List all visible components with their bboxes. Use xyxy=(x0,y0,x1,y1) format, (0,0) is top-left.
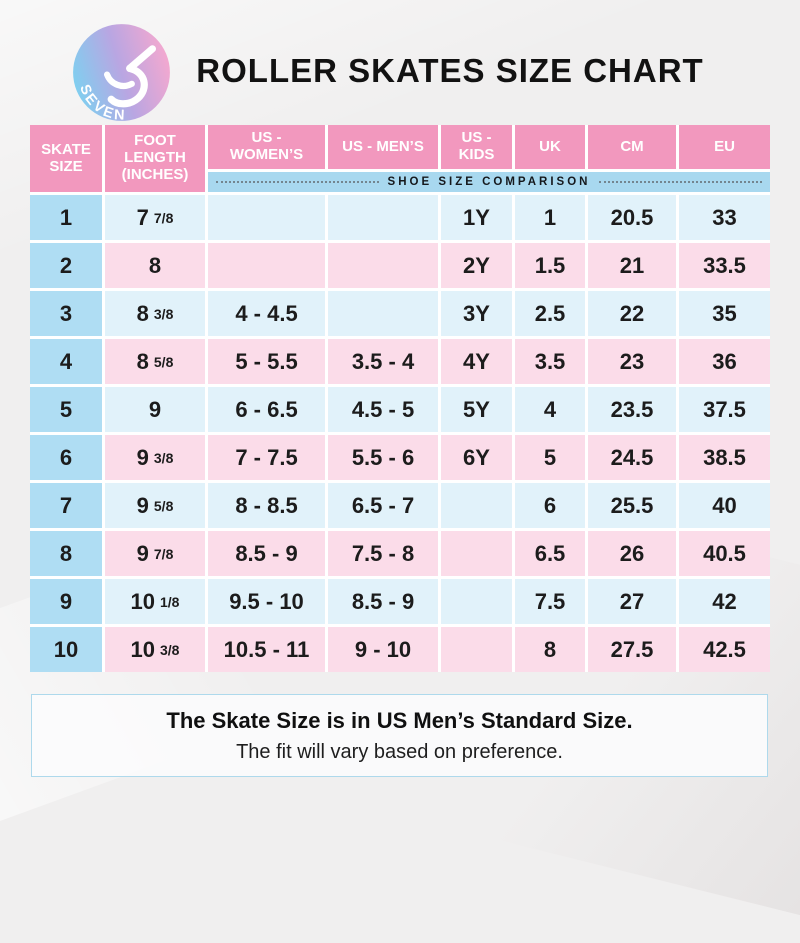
cell-us-womens: 5 - 5.5 xyxy=(208,339,325,384)
cell-skate-size: 3 xyxy=(30,291,102,336)
cell-uk: 6 xyxy=(515,483,585,528)
cell-us-mens: 8.5 - 9 xyxy=(328,579,438,624)
cell-foot-length: 9 3/8 xyxy=(105,435,205,480)
cell-us-womens: 7 - 7.5 xyxy=(208,435,325,480)
cell-us-mens: 6.5 - 7 xyxy=(328,483,438,528)
cell-uk: 4 xyxy=(515,387,585,432)
cell-foot-length: 8 3/8 xyxy=(105,291,205,336)
cell-skate-size: 8 xyxy=(30,531,102,576)
cell-uk: 1.5 xyxy=(515,243,585,288)
cell-cm: 27 xyxy=(588,579,676,624)
cell-skate-size: 6 xyxy=(30,435,102,480)
cell-eu: 40 xyxy=(679,483,770,528)
cell-cm: 24.5 xyxy=(588,435,676,480)
cell-eu: 37.5 xyxy=(679,387,770,432)
cell-us-kids: 3Y xyxy=(441,291,512,336)
cell-cm: 27.5 xyxy=(588,627,676,672)
cell-us-womens: 9.5 - 10 xyxy=(208,579,325,624)
cell-cm: 22 xyxy=(588,291,676,336)
cell-us-mens xyxy=(328,291,438,336)
cell-skate-size: 4 xyxy=(30,339,102,384)
cell-us-mens xyxy=(328,195,438,240)
footer-note-line2: The fit will vary based on preference. xyxy=(236,740,563,763)
cell-us-womens: 4 - 4.5 xyxy=(208,291,325,336)
cell-us-kids: 4Y xyxy=(441,339,512,384)
cell-uk: 7.5 xyxy=(515,579,585,624)
shoe-size-comparison-banner: SHOE SIZE COMPARISON xyxy=(208,172,770,192)
cell-foot-length: 8 xyxy=(105,243,205,288)
cell-foot-length: 10 1/8 xyxy=(105,579,205,624)
cell-foot-length: 9 xyxy=(105,387,205,432)
cell-skate-size: 2 xyxy=(30,243,102,288)
cell-foot-length: 7 7/8 xyxy=(105,195,205,240)
dotted-divider xyxy=(599,181,763,183)
cell-cm: 23.5 xyxy=(588,387,676,432)
col-header-foot-length: FOOT LENGTH (INCHES) xyxy=(105,125,205,192)
cell-uk: 1 xyxy=(515,195,585,240)
cell-us-kids xyxy=(441,531,512,576)
cell-us-kids xyxy=(441,627,512,672)
cell-cm: 20.5 xyxy=(588,195,676,240)
col-header-skate-size: SKATE SIZE xyxy=(30,125,102,192)
cell-eu: 38.5 xyxy=(679,435,770,480)
cell-eu: 36 xyxy=(679,339,770,384)
cell-foot-length: 8 5/8 xyxy=(105,339,205,384)
cell-us-kids: 1Y xyxy=(441,195,512,240)
cell-us-womens xyxy=(208,195,325,240)
cell-us-kids: 6Y xyxy=(441,435,512,480)
cell-skate-size: 7 xyxy=(30,483,102,528)
cell-uk: 5 xyxy=(515,435,585,480)
cell-cm: 25.5 xyxy=(588,483,676,528)
col-header-cm: CM xyxy=(588,125,676,169)
cell-us-mens: 4.5 - 5 xyxy=(328,387,438,432)
cell-skate-size: 10 xyxy=(30,627,102,672)
footer-note-line1: The Skate Size is in US Men’s Standard S… xyxy=(166,707,633,733)
cell-us-kids: 2Y xyxy=(441,243,512,288)
cell-us-womens xyxy=(208,243,325,288)
cell-uk: 3.5 xyxy=(515,339,585,384)
size-chart-table: SKATE SIZE FOOT LENGTH (INCHES) US - WOM… xyxy=(30,125,770,672)
cell-us-kids xyxy=(441,579,512,624)
cell-eu: 35 xyxy=(679,291,770,336)
cell-us-kids: 5Y xyxy=(441,387,512,432)
cell-skate-size: 5 xyxy=(30,387,102,432)
cell-skate-size: 9 xyxy=(30,579,102,624)
cell-us-mens: 7.5 - 8 xyxy=(328,531,438,576)
cell-eu: 40.5 xyxy=(679,531,770,576)
cell-cm: 23 xyxy=(588,339,676,384)
page-title: ROLLER SKATES SIZE CHART xyxy=(196,52,704,89)
col-header-uk: UK xyxy=(515,125,585,169)
cell-us-kids xyxy=(441,483,512,528)
col-header-eu: EU xyxy=(679,125,770,169)
cell-eu: 42.5 xyxy=(679,627,770,672)
cell-us-womens: 10.5 - 11 xyxy=(208,627,325,672)
cell-us-mens: 5.5 - 6 xyxy=(328,435,438,480)
brand-logo: SEVEN xyxy=(70,21,173,124)
cell-us-womens: 6 - 6.5 xyxy=(208,387,325,432)
dotted-divider xyxy=(216,181,379,183)
cell-us-mens: 9 - 10 xyxy=(328,627,438,672)
col-header-us-womens: US - WOMEN’S xyxy=(208,125,325,169)
cell-uk: 2.5 xyxy=(515,291,585,336)
cell-uk: 8 xyxy=(515,627,585,672)
cell-us-womens: 8.5 - 9 xyxy=(208,531,325,576)
cell-us-mens: 3.5 - 4 xyxy=(328,339,438,384)
cell-foot-length: 9 7/8 xyxy=(105,531,205,576)
cell-us-womens: 8 - 8.5 xyxy=(208,483,325,528)
cell-cm: 21 xyxy=(588,243,676,288)
cell-eu: 42 xyxy=(679,579,770,624)
cell-eu: 33.5 xyxy=(679,243,770,288)
cell-us-mens xyxy=(328,243,438,288)
c-seven-logo-icon: SEVEN xyxy=(73,24,170,124)
cell-cm: 26 xyxy=(588,531,676,576)
col-header-us-mens: US - MEN’S xyxy=(328,125,438,169)
footer-note: The Skate Size is in US Men’s Standard S… xyxy=(31,694,768,777)
col-header-us-kids: US - KIDS xyxy=(441,125,512,169)
cell-foot-length: 10 3/8 xyxy=(105,627,205,672)
cell-eu: 33 xyxy=(679,195,770,240)
comparison-banner-label: SHOE SIZE COMPARISON xyxy=(387,176,591,188)
cell-skate-size: 1 xyxy=(30,195,102,240)
cell-uk: 6.5 xyxy=(515,531,585,576)
cell-foot-length: 9 5/8 xyxy=(105,483,205,528)
